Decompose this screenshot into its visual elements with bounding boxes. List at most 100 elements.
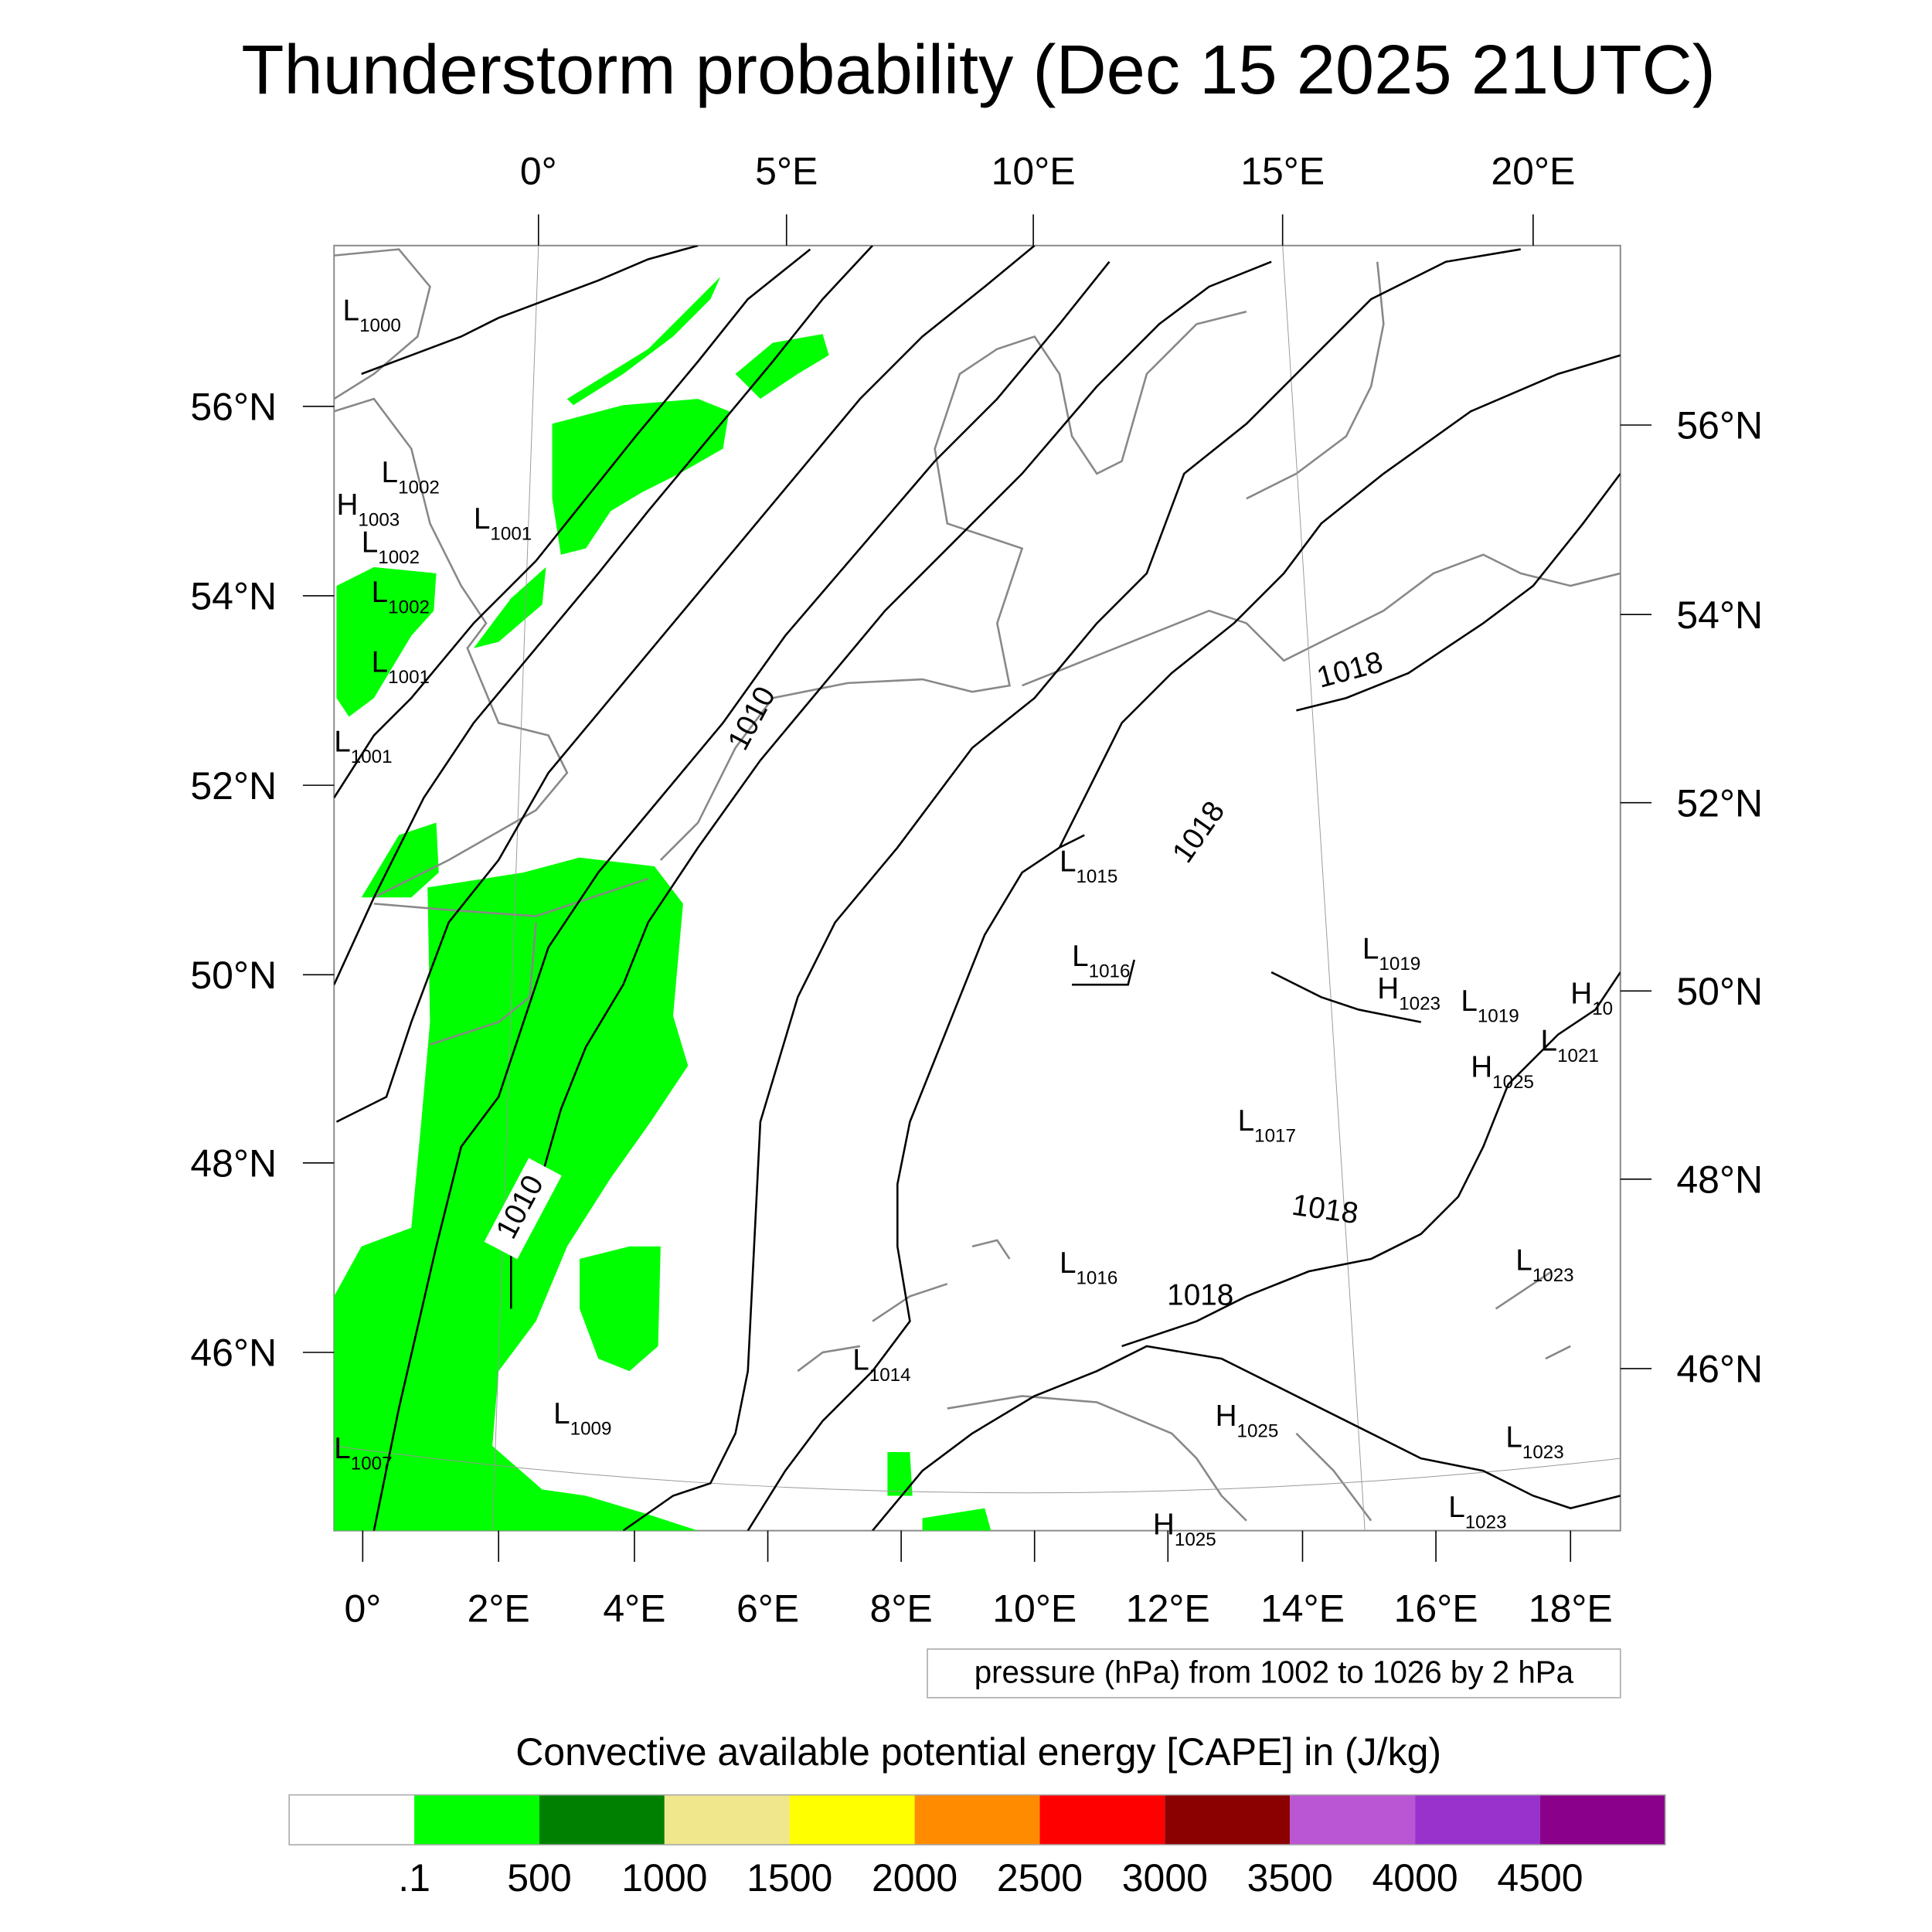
cape-area bbox=[735, 334, 829, 400]
lat-label: 50°N bbox=[1676, 970, 1763, 1013]
lat-label: 48°N bbox=[190, 1142, 277, 1185]
colorbar bbox=[289, 1794, 1665, 1845]
cape-area bbox=[336, 566, 437, 717]
low-pressure-label: L1007 bbox=[334, 1432, 392, 1475]
bottom-longitude-labels: 0° 2°E 4°E 6°E 8°E 10°E 12°E 14°E 16°E 1… bbox=[344, 1587, 1612, 1630]
lon-label: 10°E bbox=[992, 1587, 1077, 1630]
colorbar-swatch bbox=[1415, 1794, 1540, 1845]
lon-label: 20°E bbox=[1491, 150, 1575, 193]
colorbar-swatch bbox=[289, 1794, 415, 1845]
lat-label: 46°N bbox=[190, 1332, 277, 1375]
low-pressure-label: L1002 bbox=[362, 526, 420, 569]
low-pressure-label: L1000 bbox=[343, 294, 401, 337]
lon-label: 12°E bbox=[1126, 1587, 1210, 1630]
cape-area bbox=[922, 1508, 992, 1531]
colorbar-swatch bbox=[1290, 1794, 1416, 1845]
colorbar-label: 2000 bbox=[872, 1856, 957, 1900]
colorbar-label: 4500 bbox=[1497, 1856, 1583, 1900]
pressure-note-box bbox=[927, 1648, 1621, 1699]
low-pressure-label: L1002 bbox=[372, 576, 430, 618]
low-pressure-label: L1019 bbox=[1362, 932, 1420, 975]
colorbar-labels: .1 500 1000 1500 2000 2500 3000 3500 4000 4500 bbox=[398, 1856, 1583, 1900]
low-pressure-label: L1001 bbox=[474, 502, 532, 545]
lon-label: 14°E bbox=[1260, 1587, 1345, 1630]
cape-area bbox=[566, 277, 721, 406]
high-pressure-label: H1003 bbox=[336, 488, 400, 531]
lat-label: 54°N bbox=[1676, 594, 1763, 637]
lat-label: 48°N bbox=[1676, 1158, 1763, 1202]
right-latitude-labels: 56°N 54°N 52°N 50°N 48°N 46°N bbox=[1676, 404, 1763, 1391]
lon-label: 4°E bbox=[603, 1587, 665, 1630]
low-pressure-label: L1001 bbox=[372, 645, 430, 688]
lat-label: 52°N bbox=[1676, 781, 1763, 825]
isobars bbox=[334, 245, 1621, 1531]
lon-label: 2°E bbox=[468, 1587, 530, 1630]
lon-label: 8°E bbox=[870, 1587, 933, 1630]
colorbar-label: 1500 bbox=[747, 1856, 832, 1900]
colorbar-label: 3000 bbox=[1122, 1856, 1208, 1900]
lon-label: 0° bbox=[344, 1587, 381, 1630]
low-pressure-label: L1001 bbox=[334, 726, 392, 768]
low-pressure-label: L1016 bbox=[1060, 1247, 1117, 1289]
cape-area bbox=[552, 399, 730, 555]
low-pressure-label: L1023 bbox=[1505, 1421, 1563, 1464]
coastlines bbox=[334, 248, 1621, 1522]
lon-label: 15°E bbox=[1240, 150, 1325, 193]
lat-label: 50°N bbox=[190, 954, 277, 997]
low-pressure-label: L1021 bbox=[1541, 1025, 1599, 1067]
contour-label: 1018 bbox=[1167, 1279, 1233, 1312]
lat-label: 56°N bbox=[190, 386, 277, 429]
colorbar-label: 1000 bbox=[621, 1856, 707, 1900]
lon-label: 6°E bbox=[736, 1587, 799, 1630]
colorbar-frame bbox=[288, 1794, 1666, 1845]
cape-area bbox=[887, 1452, 913, 1496]
colorbar-swatch bbox=[664, 1794, 790, 1845]
colorbar-swatch bbox=[789, 1794, 915, 1845]
lat-label: 46°N bbox=[1676, 1348, 1763, 1391]
lat-label: 56°N bbox=[1676, 404, 1763, 447]
low-pressure-label: L1015 bbox=[1060, 845, 1117, 887]
low-pressure-label: L1019 bbox=[1461, 985, 1519, 1027]
high-pressure-label: H1025 bbox=[1471, 1051, 1534, 1094]
lon-label: 18°E bbox=[1529, 1587, 1613, 1630]
colorbar-swatch bbox=[414, 1794, 539, 1845]
colorbar-title: Convective available potential energy [C… bbox=[515, 1730, 1441, 1774]
lon-label: 10°E bbox=[992, 150, 1076, 193]
colorbar-label: 4000 bbox=[1372, 1856, 1458, 1900]
high-pressure-label: H1025 bbox=[1153, 1508, 1216, 1550]
figure-title: Thunderstorm probability (Dec 15 2025 21… bbox=[241, 31, 1715, 109]
colorbar-swatch bbox=[1539, 1794, 1665, 1845]
pressure-note: pressure (hPa) from 1002 to 1026 by 2 hP… bbox=[975, 1654, 1574, 1689]
cape-area bbox=[473, 566, 546, 648]
colorbar-label: 500 bbox=[507, 1856, 571, 1900]
low-pressure-label: L1014 bbox=[852, 1344, 910, 1386]
lon-label: 5°E bbox=[755, 150, 818, 193]
colorbar-label: 2500 bbox=[997, 1856, 1083, 1900]
left-latitude-labels: 56°N 54°N 52°N 50°N 48°N 46°N bbox=[190, 386, 277, 1375]
top-longitude-labels: 0° 5°E 10°E 15°E 20°E bbox=[520, 150, 1575, 193]
lat-label: 54°N bbox=[190, 575, 277, 618]
colorbar-swatch bbox=[539, 1794, 665, 1845]
lon-label: 0° bbox=[520, 150, 557, 193]
low-pressure-label: L1023 bbox=[1448, 1491, 1506, 1533]
high-pressure-label: H1025 bbox=[1216, 1400, 1279, 1442]
colorbar-swatch bbox=[1165, 1794, 1291, 1845]
colorbar-swatch bbox=[1039, 1794, 1165, 1845]
colorbar-label: 3500 bbox=[1247, 1856, 1333, 1900]
axis-ticks bbox=[302, 214, 1652, 1562]
high-pressure-label: H10 bbox=[1570, 977, 1613, 1019]
low-pressure-label: L1023 bbox=[1515, 1244, 1573, 1287]
high-pressure-label: H1023 bbox=[1377, 972, 1440, 1015]
colorbar-label: .1 bbox=[398, 1856, 430, 1900]
low-pressure-label: L1009 bbox=[553, 1397, 611, 1440]
graticule-lines bbox=[334, 245, 1621, 1531]
low-pressure-label: L1016 bbox=[1072, 940, 1130, 982]
lat-label: 52°N bbox=[190, 764, 277, 808]
low-pressure-label: L1017 bbox=[1238, 1104, 1296, 1147]
lon-label: 16°E bbox=[1394, 1587, 1478, 1630]
cape-area bbox=[580, 1246, 661, 1372]
cape-area bbox=[361, 822, 439, 898]
